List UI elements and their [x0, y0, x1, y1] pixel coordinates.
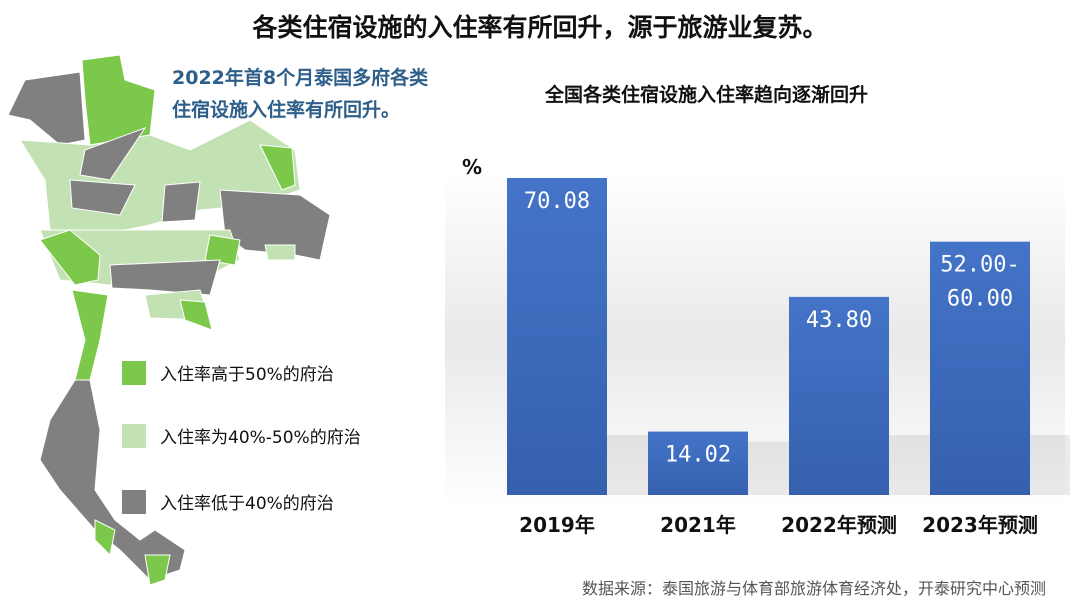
legend-swatch	[122, 489, 146, 514]
bar	[789, 296, 889, 495]
legend-label: 入住率高于50%的府治	[160, 365, 334, 385]
map-region-low	[161, 181, 201, 223]
legend-label: 入住率为40%-50%的府治	[160, 428, 361, 448]
map-subtitle-line: 住宿设施入住率有所回升。	[172, 99, 401, 121]
page-title: 各类住宿设施的入住率有所回升，源于旅游业复苏。	[252, 13, 828, 42]
legend-label: 入住率低于40%的府治	[160, 494, 334, 514]
bar	[930, 241, 1030, 495]
x-tick-label: 2023年预测	[922, 513, 1038, 537]
thailand-map	[7, 54, 331, 586]
data-label: 43.80	[806, 308, 872, 333]
source-note: 数据来源：泰国旅游与体育部旅游体育经济处，开泰研究中心预测	[581, 579, 1046, 598]
legend-item-low: 入住率低于40%的府治	[122, 489, 334, 514]
map-region-high	[81, 54, 156, 146]
map-region-low	[39, 379, 186, 581]
x-tick-label: 2022年预测	[781, 513, 897, 537]
map-region-mid	[264, 244, 296, 261]
map-region-low	[7, 71, 86, 146]
map-region-high	[259, 144, 296, 191]
y-axis-unit: %	[462, 155, 482, 179]
map-subtitle: 2022年首8个月泰国多府各类 住宿设施入住率有所回升。	[172, 62, 428, 126]
legend-swatch	[122, 423, 146, 448]
bar-chart: % 70.08 2019年 14.02 2021年 43.80 2022年预测 52.00-…	[445, 155, 1070, 537]
legend-swatch	[122, 360, 146, 385]
data-label: 14.02	[665, 443, 731, 468]
map-region-low	[69, 179, 136, 216]
data-label: 70.08	[524, 189, 590, 214]
map-region-low	[109, 259, 221, 296]
map-region-high	[204, 234, 241, 266]
map-region-low	[79, 126, 147, 181]
legend-item-mid: 入住率为40%-50%的府治	[122, 423, 361, 448]
data-label: 52.00-	[940, 253, 1019, 278]
map-region-high	[179, 299, 213, 331]
map-region-high	[144, 554, 171, 586]
data-label: 60.00	[947, 287, 1013, 312]
map-subtitle-line: 2022年首8个月泰国多府各类	[172, 67, 429, 89]
bar	[648, 431, 748, 495]
legend-item-high: 入住率高于50%的府治	[122, 360, 334, 385]
chart-title: 全国各类住宿设施入住率趋向逐渐回升	[545, 84, 869, 106]
map-region-high	[71, 289, 109, 381]
x-tick-label: 2019年	[519, 513, 595, 537]
map-region-high	[94, 519, 116, 557]
map-region-high	[39, 229, 101, 286]
bar	[507, 178, 607, 495]
x-tick-label: 2021年	[660, 513, 736, 537]
